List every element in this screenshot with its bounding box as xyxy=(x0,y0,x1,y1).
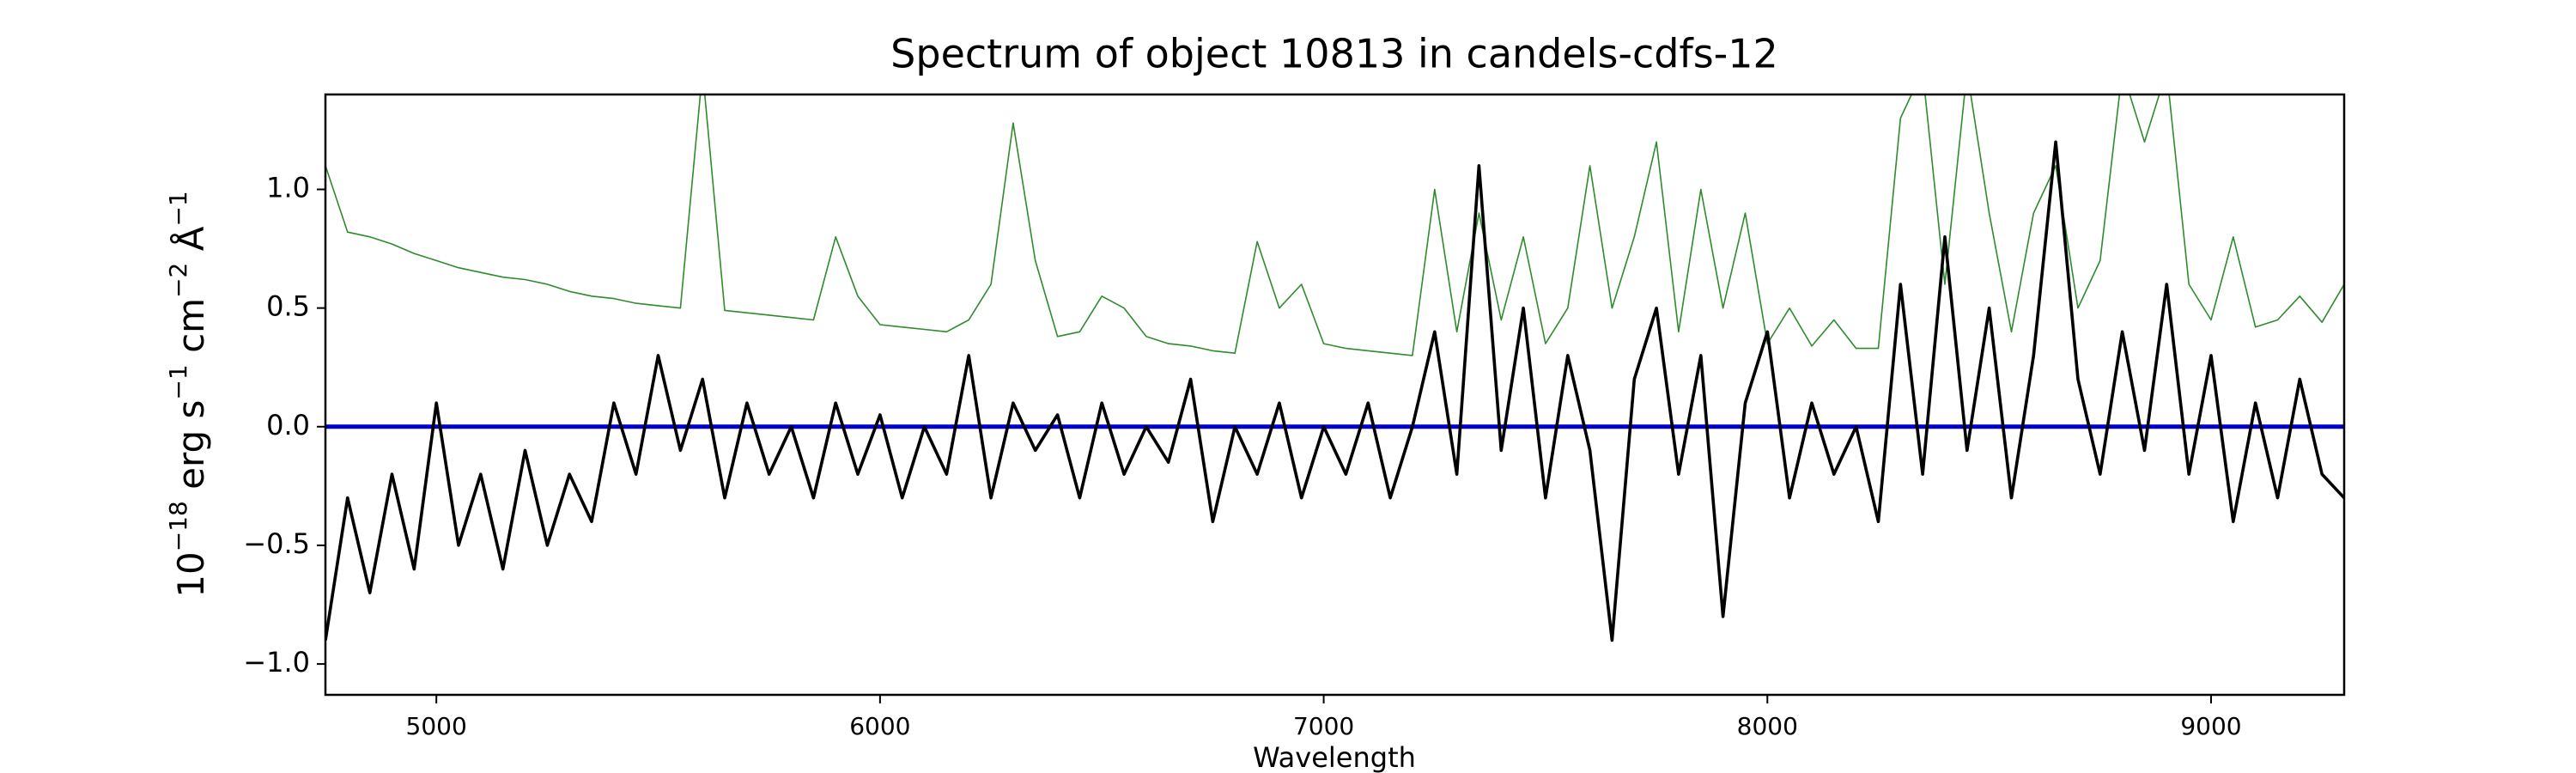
y-tick-label: 1.0 xyxy=(266,172,310,204)
y-label-text: 10 xyxy=(170,551,212,597)
y-label-text: Å xyxy=(169,226,212,262)
x-tick-label: 6000 xyxy=(849,712,910,740)
y-tick-label: −0.5 xyxy=(243,527,310,560)
y-axis-label: 10−18​ erg s−1​ cm−2​ Å−1​ xyxy=(164,191,212,597)
x-tick-label: 5000 xyxy=(406,712,467,740)
y-label-sup: −1 xyxy=(164,191,192,226)
x-tick-label: 7000 xyxy=(1293,712,1354,740)
y-label-sup: −18 xyxy=(164,501,192,551)
y-label-sup: −2 xyxy=(164,263,192,298)
spectrum-line xyxy=(325,94,2344,356)
plot-frame xyxy=(324,93,2346,697)
x-axis-label: Wavelength xyxy=(1253,741,1416,773)
y-tick-label: 0.0 xyxy=(266,409,310,441)
y-tick-label: 0.5 xyxy=(266,290,310,323)
spectrum-line xyxy=(325,140,2344,642)
plot-area xyxy=(325,94,2344,642)
y-label-text: cm xyxy=(170,298,212,364)
y-label-text: erg s xyxy=(170,400,212,502)
y-label-sup: −1 xyxy=(164,364,192,399)
x-tick-label: 9000 xyxy=(2180,712,2241,740)
y-tick-label: −1.0 xyxy=(243,646,310,679)
chart-title: Spectrum of object 10813 in candels-cdfs… xyxy=(890,31,1778,77)
x-tick-label: 8000 xyxy=(1737,712,1798,740)
